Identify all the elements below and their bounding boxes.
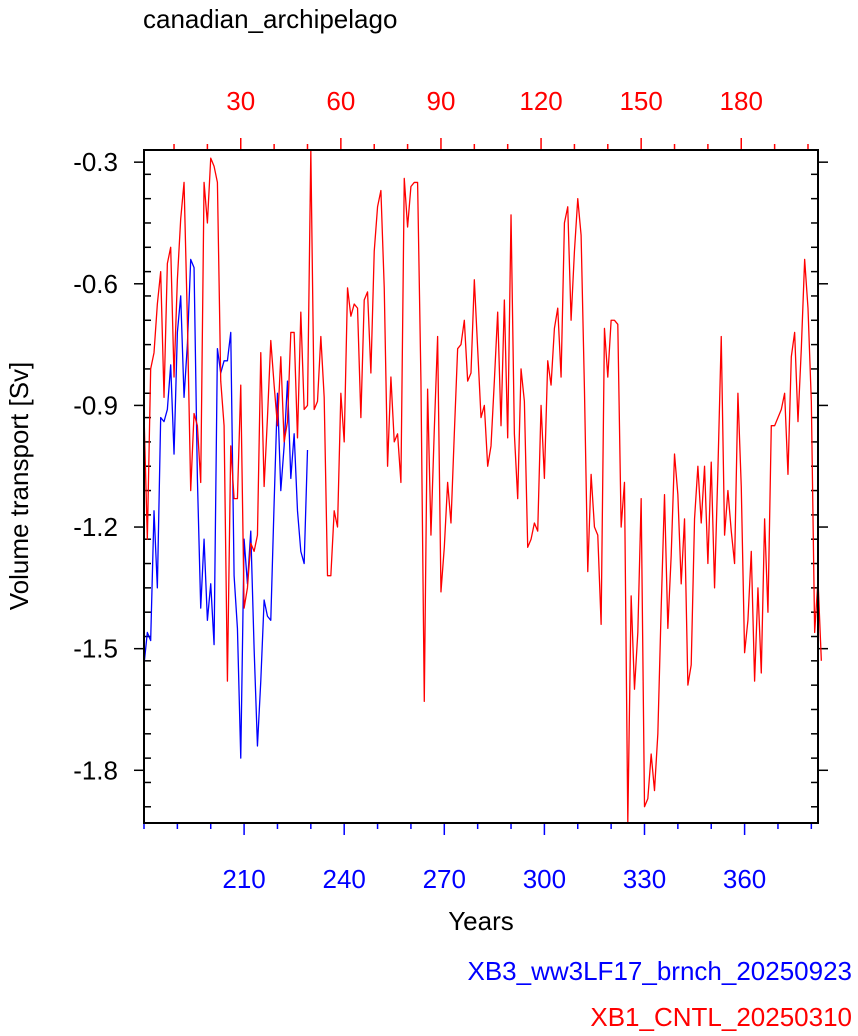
x-top-tick-label: 120 [519, 86, 562, 116]
y-tick-label: -0.6 [73, 269, 118, 299]
y-tick-label: -1.8 [73, 755, 118, 785]
x-bottom-tick-label: 270 [423, 864, 466, 894]
left-axis: -0.3 -0.6 -0.9 -1.2 -1.5 -1.8 [73, 147, 151, 808]
x-top-tick-label: 30 [226, 86, 255, 116]
top-axis: 30 60 90 120 150 180 [173, 86, 809, 150]
x-top-tick-label: 180 [720, 86, 763, 116]
legend-entry-red: XB1_CNTL_20250310 [590, 1002, 852, 1032]
series-line-blue [143, 258, 309, 759]
series-line-red [143, 149, 822, 824]
x-axis-label: Years [448, 906, 514, 936]
x-bottom-tick-label: 300 [523, 864, 566, 894]
x-bottom-tick-label: 330 [623, 864, 666, 894]
y-tick-label: -0.3 [73, 147, 118, 177]
series-layer [143, 149, 822, 824]
x-bottom-tick-label: 240 [323, 864, 366, 894]
plot-frame [143, 149, 819, 824]
chart-title: canadian_archipelago [143, 4, 397, 34]
x-top-tick-label: 60 [326, 86, 355, 116]
y-tick-label: -1.5 [73, 634, 118, 664]
x-top-tick-label: 90 [426, 86, 455, 116]
y-tick-label: -1.2 [73, 512, 118, 542]
right-axis [811, 149, 828, 808]
x-bottom-tick-label: 360 [723, 864, 766, 894]
y-tick-label: -0.9 [73, 390, 118, 420]
y-axis-label: Volume transport [Sv] [4, 362, 34, 611]
bottom-axis: 210 240 270 300 330 360 [143, 823, 813, 894]
x-top-tick-label: 150 [619, 86, 662, 116]
legend-entry-blue: XB3_ww3LF17_brnch_20250923 [467, 956, 852, 986]
x-bottom-tick-label: 210 [222, 864, 265, 894]
